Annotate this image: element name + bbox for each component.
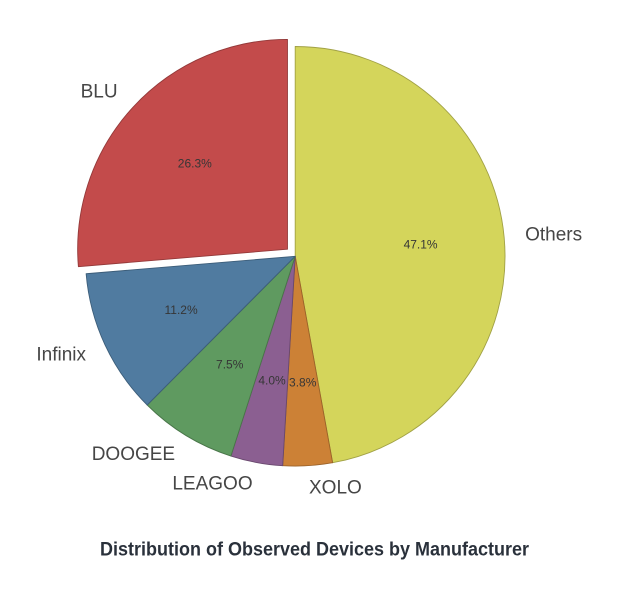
svg-text:47.1%: 47.1% <box>404 238 438 252</box>
svg-text:LEAGOO: LEAGOO <box>172 474 252 495</box>
svg-text:3.8%: 3.8% <box>289 376 317 390</box>
svg-text:Others: Others <box>525 224 582 245</box>
svg-text:4.0%: 4.0% <box>258 374 286 388</box>
svg-text:DOOGEE: DOOGEE <box>92 444 175 465</box>
svg-text:7.5%: 7.5% <box>216 357 244 371</box>
svg-text:11.2%: 11.2% <box>165 303 198 317</box>
svg-text:Infinix: Infinix <box>36 344 86 365</box>
svg-text:BLU: BLU <box>81 82 118 103</box>
svg-text:Distribution of Observed Devic: Distribution of Observed Devices by Manu… <box>100 539 529 561</box>
svg-text:26.3%: 26.3% <box>178 157 212 171</box>
svg-text:XOLO: XOLO <box>309 477 362 498</box>
